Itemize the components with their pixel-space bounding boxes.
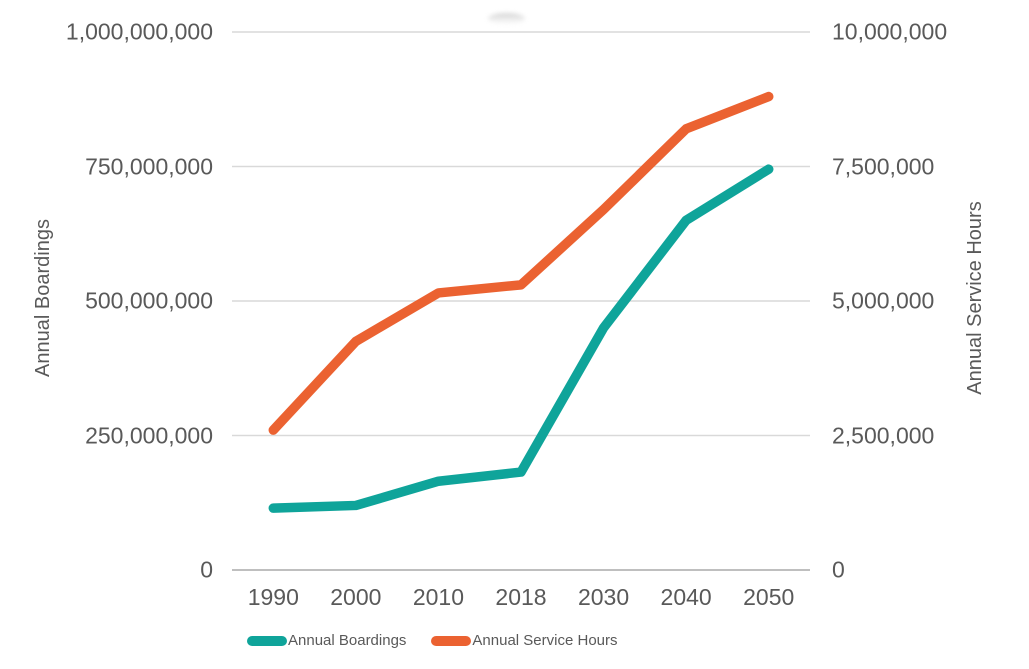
x-axis-label: 2040 xyxy=(660,584,712,610)
legend: Annual Boardings Annual Service Hours xyxy=(247,631,618,651)
left-tick-label: 250,000,000 xyxy=(85,422,213,448)
legend-item: Annual Boardings xyxy=(247,631,406,651)
x-axis-label: 2000 xyxy=(330,584,382,610)
legend-item: Annual Service Hours xyxy=(431,631,618,651)
left-tick-label: 500,000,000 xyxy=(85,287,213,314)
right-tick-label: 0 xyxy=(832,556,845,583)
left-tick-label: 0 xyxy=(200,556,213,583)
right-tick-label: 5,000,000 xyxy=(832,287,935,314)
left-tick-label: 750,000,000 xyxy=(85,153,213,179)
x-axis-label: 2018 xyxy=(495,584,547,610)
series-line-annual-boardings xyxy=(268,164,774,513)
x-axis-label: 2010 xyxy=(412,584,465,610)
left-tick-label: 1,000,000,000 xyxy=(65,18,213,45)
right-tick-label: 7,500,000 xyxy=(832,153,935,179)
x-axis-label: 1990 xyxy=(247,584,299,610)
right-tick-label: 10,000,000 xyxy=(832,18,948,45)
legend-swatch-icon xyxy=(247,635,287,646)
x-axis-label: 2050 xyxy=(743,584,795,610)
left-axis-title: Annual Boardings xyxy=(32,219,54,377)
x-axis-label: 2030 xyxy=(577,584,630,610)
right-tick-label: 2,500,000 xyxy=(832,422,935,448)
screenshot-smudge-artifact xyxy=(488,13,525,24)
series-line-annual-service-hours xyxy=(268,91,774,435)
legend-label: Annual Boardings xyxy=(288,632,407,649)
right-axis-title: Annual Service Hours xyxy=(964,201,986,395)
legend-swatch-icon xyxy=(431,635,472,646)
legend-label: Annual Service Hours xyxy=(472,632,618,649)
